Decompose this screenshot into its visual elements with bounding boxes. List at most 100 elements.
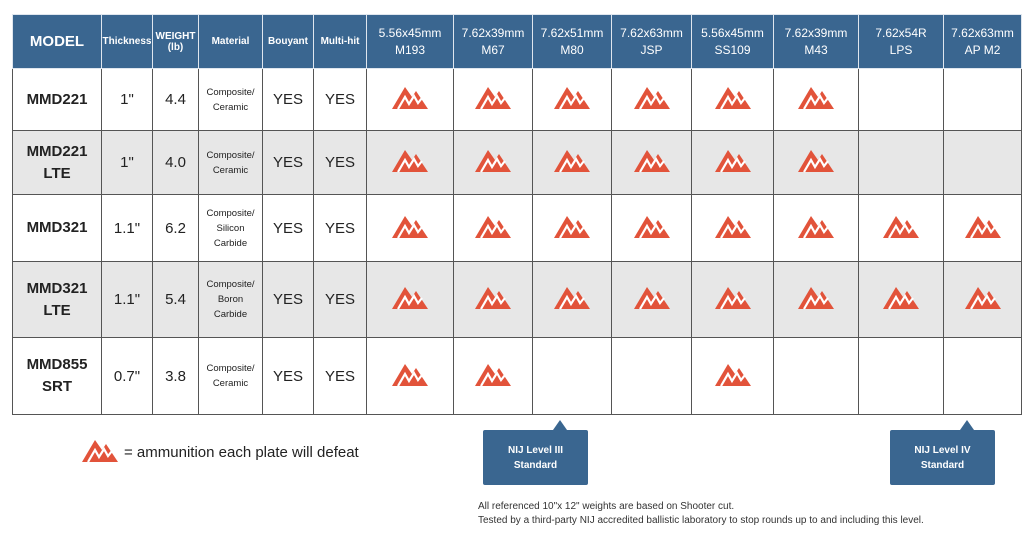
defeat-icon [714, 287, 751, 310]
ammo-cell [453, 68, 533, 131]
material-text: Composite/ [206, 363, 255, 374]
header-text: 7.62x51mm [540, 25, 604, 40]
yes-cell: YES [262, 337, 314, 415]
ammo-cell [773, 261, 859, 338]
model-cell: MMD221 [12, 68, 102, 131]
model-name: MMD221 LTE [26, 142, 88, 182]
ammo-cell [773, 337, 859, 415]
thickness-cell: 1.1" [101, 194, 153, 262]
defeat-icon [883, 287, 919, 310]
header-text: 7.62x63mm [951, 25, 1014, 40]
ammo-cell [858, 261, 944, 338]
material-text: Composite/ [206, 86, 255, 98]
defeat-icon [392, 87, 428, 110]
callout-text: NIJ Level III [507, 444, 564, 456]
model-cell: MMD855 SRT [12, 337, 102, 415]
header-text: M43 [804, 42, 828, 57]
header-text: 7.62x63mm [620, 25, 683, 40]
defeat-icon [554, 87, 590, 110]
material-text: Composite/ [206, 279, 255, 290]
ammo-cell [532, 337, 612, 415]
yes-cell: YES [313, 130, 367, 195]
ammo-header: 7.62x39mm M67 [453, 14, 533, 69]
ammo-cell [943, 68, 1022, 131]
table-row: MMD221 LTE 1" 4.0 Composite/Ceramic YES YES [12, 130, 1022, 195]
material-text: Carbide [213, 237, 248, 249]
ammo-cell [611, 261, 692, 338]
ammo-cell [611, 68, 692, 131]
defeat-icon [964, 215, 1001, 239]
ammo-cell [532, 130, 612, 195]
ammo-cell [366, 194, 454, 262]
callout: NIJ Level IV Standard [890, 420, 995, 485]
yes-cell: YES [313, 337, 367, 415]
yes-cell: YES [262, 68, 314, 131]
yes-cell: YES [262, 261, 314, 338]
ammo-cell [366, 261, 454, 338]
ammo-cell [943, 261, 1022, 338]
weight-cell: 3.8 [152, 337, 199, 415]
header-text: Material [211, 36, 250, 47]
header-text: Multi-hit [320, 36, 360, 47]
model-name: LTE [43, 301, 71, 319]
yes-cell: YES [262, 130, 314, 195]
defeat-icon [475, 215, 511, 239]
defeat-icon [475, 363, 511, 387]
ammo-cell [532, 261, 612, 338]
ammo-cell [691, 337, 774, 415]
thickness-cell: 1.1" [101, 261, 153, 338]
ammo-cell [532, 68, 612, 131]
defeat-icon [964, 287, 1001, 310]
defeat-icon [392, 150, 428, 173]
ammo-cell [366, 130, 454, 195]
header-text: 7.62x39mm [461, 25, 525, 40]
defeat-icon [798, 87, 834, 110]
ammo-cell [453, 261, 533, 338]
defeat-icon [554, 215, 590, 239]
ammo-cell [858, 337, 944, 415]
callout-text: Standard [920, 459, 965, 471]
ammo-cell [691, 130, 774, 195]
material-cell: Composite/Ceramic [198, 130, 263, 195]
legend-icon [82, 437, 118, 467]
weight-cell: 4.4 [152, 68, 199, 131]
legend: = ammunition each plate will defeat [82, 437, 359, 467]
material-text: Ceramic [212, 164, 249, 176]
ammo-header: 7.62x54R LPS [858, 14, 944, 69]
ammo-cell [691, 68, 774, 131]
header-text: 5.56x45mm [378, 25, 442, 40]
material-cell: Composite/Ceramic [198, 68, 263, 131]
legend-text: = ammunition each plate will defeat [124, 443, 359, 461]
ammo-cell [366, 337, 454, 415]
ammo-header: 7.62x63mm AP M2 [943, 14, 1022, 69]
header-text: LPS [889, 42, 913, 57]
armor-table: MODEL Thickness WEIGHT (lb) Material Bouyant M… [12, 14, 1022, 415]
defeat-icon [633, 150, 670, 173]
thickness-cell: 1" [101, 68, 153, 131]
defeat-icon [714, 150, 751, 173]
ammo-cell [943, 194, 1022, 262]
model-name: SRT [42, 378, 72, 395]
ammo-header: 5.56x45mm M193 [366, 14, 454, 69]
footnote: Tested by a third-party NIJ accredited b… [478, 515, 924, 526]
header-text: Thickness [102, 36, 152, 47]
ammo-cell [366, 68, 454, 131]
header-text: Bouyant [268, 36, 308, 47]
material-text: Composite/ [206, 149, 255, 161]
ammo-cell [611, 130, 692, 195]
ammo-cell [453, 130, 533, 195]
material-text: Silicon [216, 222, 245, 234]
yes-cell: YES [313, 194, 367, 262]
column-header: Thickness [101, 14, 153, 69]
yes-cell: YES [262, 194, 314, 262]
header-text: 7.62x54R [875, 25, 927, 40]
ammo-header: 7.62x63mm JSP [611, 14, 692, 69]
table-row: MMD855 SRT 0.7" 3.8 Composite/Ceramic YES YES [12, 337, 1022, 415]
ammo-cell [858, 194, 944, 262]
column-header: WEIGHT (lb) [152, 14, 199, 69]
header-text: SS109 [714, 42, 751, 57]
defeat-icon [554, 287, 590, 310]
callout-text: NIJ Level IV [914, 444, 971, 456]
ammo-header: 7.62x39mm M43 [773, 14, 859, 69]
